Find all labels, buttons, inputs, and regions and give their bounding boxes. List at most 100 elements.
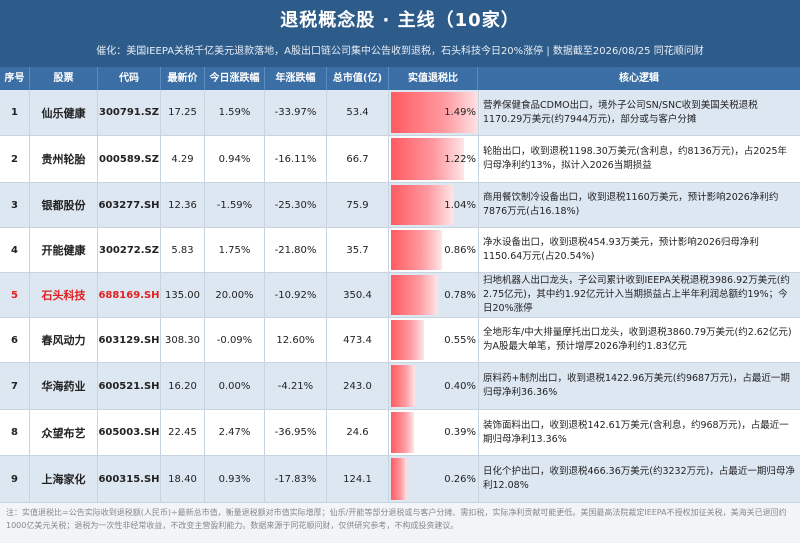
stock-code: 300791.SZ <box>98 90 161 135</box>
market-cap: 473.4 <box>327 318 389 362</box>
table-row: 3 银都股份 603277.SH 12.36 -1.59% -25.30% 75.9 1.04… <box>0 183 800 228</box>
page-title: 退税概念股 · 主线（10家） <box>280 10 520 31</box>
market-cap: 350.4 <box>327 273 389 317</box>
stock-code: 300272.SZ <box>98 228 161 272</box>
refund-ratio-cell: 0.78% <box>391 275 480 315</box>
refund-ratio-cell: 0.55% <box>391 320 480 360</box>
core-logic: 商用餐饮制冷设备出口，收到退税1160万美元，预计影响2026净利约7876万元… <box>483 192 779 217</box>
col-header-price: 最新价 <box>161 67 205 90</box>
year-change: -21.80% <box>265 228 327 272</box>
column-divider <box>478 183 479 227</box>
refund-ratio-bar <box>391 320 424 360</box>
row-index: 2 <box>0 136 30 182</box>
refund-ratio-cell: 1.04% <box>391 185 480 225</box>
column-divider <box>478 273 479 317</box>
refund-ratio-bar <box>391 138 464 180</box>
refund-ratio-cell: 0.40% <box>391 365 480 407</box>
latest-price: 135.00 <box>161 273 205 317</box>
latest-price: 17.25 <box>161 90 205 135</box>
stock-name: 众望布艺 <box>30 410 98 455</box>
refund-ratio-value: 0.55% <box>444 334 476 346</box>
year-change: -33.97% <box>265 90 327 135</box>
stock-code: 605003.SH <box>98 410 161 455</box>
row-index: 8 <box>0 410 30 455</box>
table-row: 4 开能健康 300272.SZ 5.83 1.75% -21.80% 35.7 0.86% 净… <box>0 228 800 273</box>
stock-code: 688169.SH <box>98 273 161 317</box>
year-change: 12.60% <box>265 318 327 362</box>
column-divider <box>478 136 479 182</box>
stock-code: 600521.SH <box>98 363 161 409</box>
column-divider <box>478 456 479 502</box>
table-body: 1 仙乐健康 300791.SZ 17.25 1.59% -33.97% 53.4 1.49%… <box>0 90 800 503</box>
market-cap: 35.7 <box>327 228 389 272</box>
market-cap: 75.9 <box>327 183 389 227</box>
table-row: 7 华海药业 600521.SH 16.20 0.00% -4.21% 243.0 0.40%… <box>0 363 800 410</box>
refund-ratio-bar <box>391 412 415 453</box>
latest-price: 308.30 <box>161 318 205 362</box>
core-logic: 原料药+制剂出口，收到退税1422.96万美元(约9687万元)，占最近一期归母… <box>483 373 790 398</box>
market-cap: 124.1 <box>327 456 389 502</box>
table-header: 序号 股票 代码 最新价 今日涨跌幅 年涨跌幅 总市值(亿) 实值退税比 核心逻… <box>0 67 800 90</box>
row-index: 3 <box>0 183 30 227</box>
day-change: -1.59% <box>205 183 265 227</box>
day-change: 20.00% <box>205 273 265 317</box>
column-divider <box>478 318 479 362</box>
refund-ratio-cell: 0.39% <box>391 412 480 453</box>
day-change: 0.93% <box>205 456 265 502</box>
day-change: 2.47% <box>205 410 265 455</box>
core-logic: 全地形车/中大排量摩托出口龙头，收到退税3860.79万美元(约2.62亿元)为… <box>483 327 792 352</box>
stock-name: 华海药业 <box>30 363 98 409</box>
footer-note: 注：实值退税比=公告实际收到退税额(人民币)÷最新总市值，衡量退税额对市值实际增… <box>0 503 800 543</box>
stock-code: 000589.SZ <box>98 136 161 182</box>
market-cap: 53.4 <box>327 90 389 135</box>
column-divider <box>478 228 479 272</box>
column-divider <box>478 363 479 409</box>
refund-ratio-bar <box>391 458 407 500</box>
refund-ratio-value: 1.22% <box>444 153 476 165</box>
col-header-logic: 核心逻辑 <box>619 73 659 84</box>
refund-ratio-value: 0.26% <box>444 473 476 485</box>
market-cap: 24.6 <box>327 410 389 455</box>
core-logic: 轮胎出口，收到退税1198.30万美元(含利息，约8136万元)，占2025年归… <box>483 146 788 171</box>
header: 退税概念股 · 主线（10家） 催化：美国IEEPA关税千亿美元退款落地，A股出… <box>0 0 800 67</box>
day-change: 0.94% <box>205 136 265 182</box>
year-change: -36.95% <box>265 410 327 455</box>
latest-price: 12.36 <box>161 183 205 227</box>
refund-ratio-value: 0.39% <box>444 427 476 438</box>
row-index: 4 <box>0 228 30 272</box>
year-change: -16.11% <box>265 136 327 182</box>
row-index: 6 <box>0 318 30 362</box>
stock-name: 开能健康 <box>30 228 98 272</box>
core-logic: 净水设备出口，收到退税454.93万美元，预计影响2026归母净利1150.64… <box>483 237 759 262</box>
day-change: 0.00% <box>205 363 265 409</box>
table-row: 8 众望布艺 605003.SH 22.45 2.47% -36.95% 24.6 0.39%… <box>0 410 800 456</box>
core-logic: 日化个护出口，收到退税466.36万美元(约3232万元)，占最近一期归母净利1… <box>483 466 795 491</box>
stock-code: 603277.SH <box>98 183 161 227</box>
stock-name: 贵州轮胎 <box>30 136 98 182</box>
refund-ratio-bar <box>391 230 443 270</box>
refund-ratio-value: 1.49% <box>444 107 476 118</box>
latest-price: 18.40 <box>161 456 205 502</box>
stock-code: 603129.SH <box>98 318 161 362</box>
table-row: 5 石头科技 688169.SH 135.00 20.00% -10.92% 350.4 0.… <box>0 273 800 318</box>
col-header-market-cap: 总市值(亿) <box>327 67 389 90</box>
column-divider <box>478 410 479 455</box>
latest-price: 4.29 <box>161 136 205 182</box>
column-divider <box>478 90 479 135</box>
table-row: 6 春风动力 603129.SH 308.30 -0.09% 12.60% 473.4 0.5… <box>0 318 800 363</box>
row-index: 5 <box>0 273 30 317</box>
stock-code: 600315.SH <box>98 456 161 502</box>
core-logic: 装饰面料出口，收到退税142.61万美元(含利息，约968万元)，占最近一期归母… <box>483 419 789 445</box>
core-logic: 扫地机器人出口龙头，子公司累计收到IEEPA关税退税3986.92万美元(约2.… <box>483 275 790 314</box>
year-change: -17.83% <box>265 456 327 502</box>
market-cap: 243.0 <box>327 363 389 409</box>
col-header-day-change: 今日涨跌幅 <box>205 67 265 90</box>
refund-ratio-cell: 1.22% <box>391 138 480 180</box>
year-change: -10.92% <box>265 273 327 317</box>
day-change: 1.59% <box>205 90 265 135</box>
refund-ratio-bar <box>391 185 454 225</box>
year-change: -4.21% <box>265 363 327 409</box>
row-index: 9 <box>0 456 30 502</box>
col-header-index: 序号 <box>0 67 30 90</box>
latest-price: 16.20 <box>161 363 205 409</box>
